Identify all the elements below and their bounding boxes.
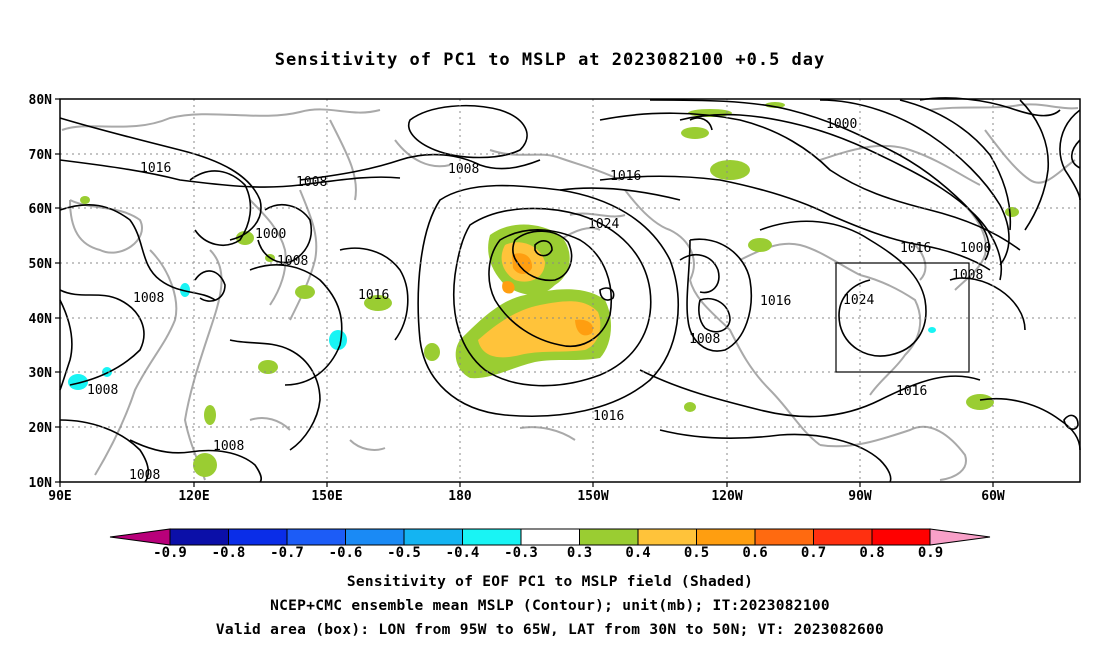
lat-label: 20N [29,421,53,436]
contour-label: 1008 [87,383,118,398]
contour-label: 1000 [255,227,286,242]
contour-label: 1008 [277,254,308,269]
caption-line-1: Sensitivity of EOF PC1 to MSLP field (Sh… [346,574,754,590]
lat-label: 50N [29,257,53,272]
colorbar-swatch [813,528,873,546]
colorbar-label: -0.5 [387,545,421,561]
coastlines [61,103,1079,481]
mslp-contours [59,97,1081,483]
contour-label: 1008 [296,175,327,190]
contour-label: 1008 [129,468,160,483]
colorbar-left-arrow [109,528,171,546]
lat-label: 80N [29,93,53,108]
lat-label: 40N [29,312,53,327]
colorbar-swatch [520,528,580,546]
lat-label: 70N [29,148,53,163]
contour-label: 1024 [843,293,874,308]
lon-label: 90W [848,489,872,504]
colorbar-label: 0.4 [625,545,650,561]
contour-label: 1016 [140,161,171,176]
map-frame [59,98,1081,483]
colorbar-swatch [579,528,639,546]
valid-area-box [835,262,970,373]
colorbar-labels: -0.9 -0.8 -0.7 -0.6 -0.5 -0.4 -0.3 0.3 0.4 0.5 0.6… [153,545,943,561]
colorbar-label: 0.5 [684,545,709,561]
lat-label: 60N [29,202,53,217]
colorbar-swatch [228,528,288,546]
colorbar-boxes [169,528,931,546]
caption-line-3: Valid area (box): LON from 95W to 65W, L… [215,622,885,638]
longitude-labels: 90E 120E 150E 180 150W 120W 90W 60W [48,489,1005,504]
contour-label: 1016 [358,288,389,303]
contour-label: 1008 [213,439,244,454]
contour-label: 1008 [952,268,983,283]
colorbar-swatch [169,528,229,546]
lat-label: 10N [29,476,53,491]
lon-label: 150W [577,489,608,504]
contour-label: 1024 [588,217,619,232]
contour-label: 1000 [826,117,857,132]
contour-label: 1016 [610,169,641,184]
lon-label: 120W [711,489,742,504]
map-title: Sensitivity of PC1 to MSLP at 2023082100… [274,50,826,70]
colorbar-swatch [754,528,814,546]
colorbar-label: 0.9 [918,545,943,561]
colorbar-label: -0.3 [504,545,538,561]
lon-label: 90E [48,489,71,504]
contour-label: 1000 [960,241,991,256]
colorbar-label: -0.4 [446,545,480,561]
axis-ticks [55,98,994,487]
contour-label: 1008 [689,332,720,347]
caption-line-2: NCEP+CMC ensemble mean MSLP (Contour); u… [270,598,830,614]
colorbar-label: 0.6 [742,545,767,561]
colorbar-swatch [696,528,756,546]
lon-label: 150E [311,489,342,504]
colorbar-swatch [403,528,463,546]
contour-label: 1008 [448,162,479,177]
colorbar-label: -0.6 [329,545,363,561]
colorbar-swatch [871,528,931,546]
colorbar-right-arrow [929,528,991,546]
contour-label: 1016 [900,241,931,256]
colorbar-label: -0.9 [153,545,187,561]
contour-label: 1016 [896,384,927,399]
colorbar-label: 0.3 [567,545,592,561]
colorbar-swatch [637,528,697,546]
latitude-labels: 80N 70N 60N 50N 40N 30N 20N 10N [29,93,53,491]
colorbar-label: 0.8 [859,545,884,561]
colorbar-label: -0.7 [270,545,304,561]
lon-label: 180 [448,489,472,504]
lat-label: 30N [29,366,53,381]
colorbar: -0.9 -0.8 -0.7 -0.6 -0.5 -0.4 -0.3 0.3 0.4 0.5 0.6… [109,528,991,561]
colorbar-label: -0.8 [212,545,246,561]
contour-label: 1016 [760,294,791,309]
contour-label: 1008 [133,291,164,306]
lon-label: 60W [981,489,1005,504]
graticule [60,99,1080,482]
colorbar-swatch [462,528,522,546]
contour-labels: 1016 1008 1008 1000 1008 1008 1016 1008 … [87,117,991,483]
contour-label: 1016 [593,409,624,424]
lon-label: 120E [178,489,209,504]
colorbar-swatch [345,528,405,546]
colorbar-label: 0.7 [801,545,826,561]
colorbar-swatch [286,528,346,546]
